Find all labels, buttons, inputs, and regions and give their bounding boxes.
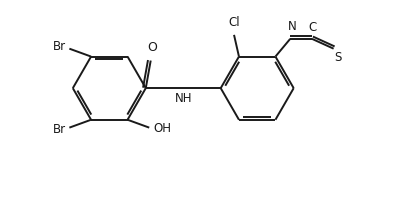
Text: OH: OH xyxy=(153,122,171,135)
Text: N: N xyxy=(287,20,296,33)
Text: Br: Br xyxy=(53,40,66,53)
Text: C: C xyxy=(308,21,316,34)
Text: S: S xyxy=(333,51,340,64)
Text: O: O xyxy=(146,41,156,54)
Text: NH: NH xyxy=(174,92,192,105)
Text: Br: Br xyxy=(53,123,66,136)
Text: Cl: Cl xyxy=(228,16,239,29)
